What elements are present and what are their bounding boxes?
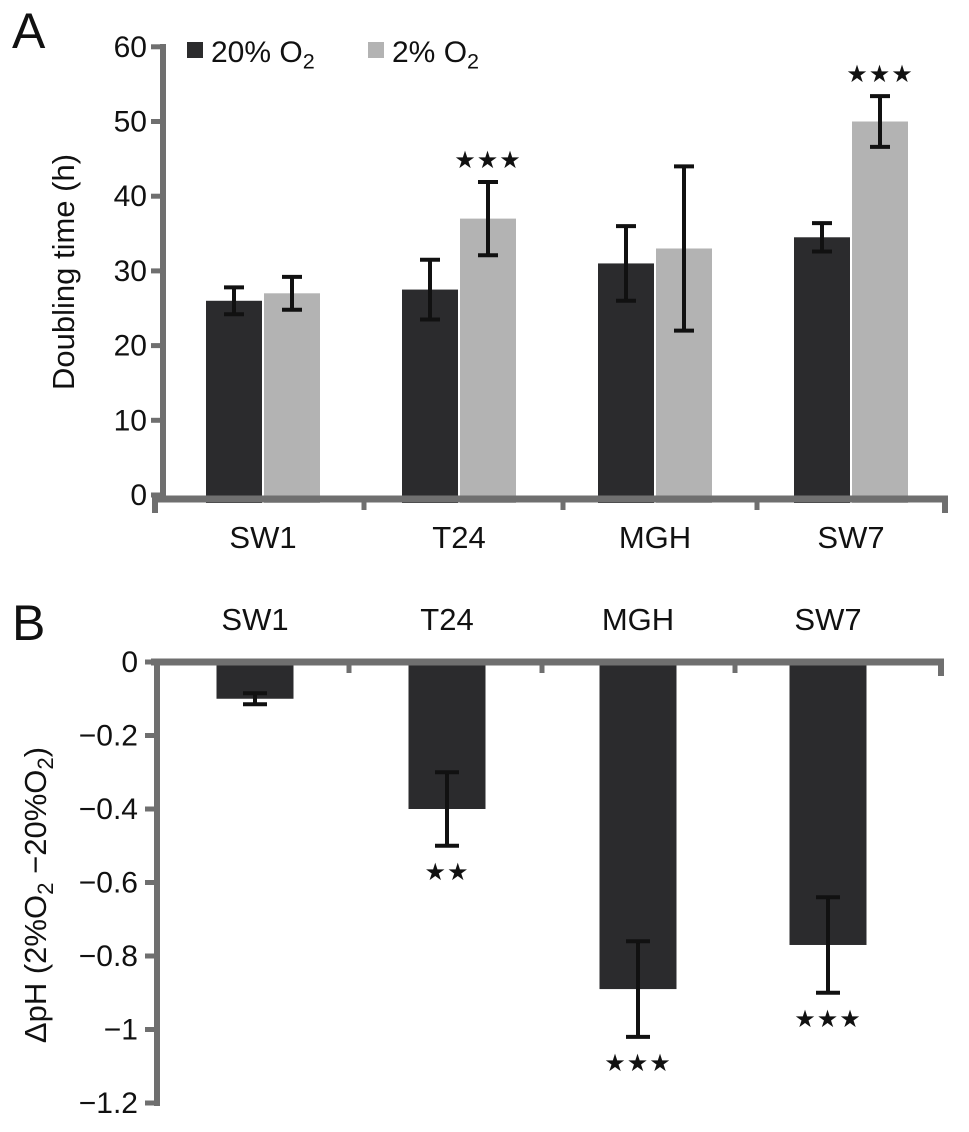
error-bar-mgh-20-o2 bbox=[616, 224, 636, 303]
error-bar-t24-2-o2 bbox=[478, 180, 498, 258]
y-tick-label-0-2: −0.2 bbox=[79, 720, 138, 753]
error-bar-sw7-2-o2 bbox=[870, 94, 890, 149]
error-bar-sw7-20-o2 bbox=[812, 221, 832, 254]
category-label-t24: T24 bbox=[432, 520, 485, 555]
legend-swatch-2-o2 bbox=[368, 42, 384, 58]
significance-t24-delta-ph: ★★ bbox=[424, 859, 469, 886]
y-axis-title: Doubling time (h) bbox=[46, 154, 81, 390]
category-label-sw7: SW7 bbox=[817, 520, 884, 555]
bar-sw1-20-o2 bbox=[206, 300, 262, 503]
y-axis-title: ΔpH (2%O2 −20%O2) bbox=[18, 747, 58, 1043]
category-label-mgh: MGH bbox=[602, 602, 674, 637]
category-label-sw7: SW7 bbox=[794, 602, 861, 637]
panel-a-chart: ★★★ ★★★ 0 10 20 30 40 50 60 SW1 T24 MGH SW7 Doubling … bbox=[46, 31, 948, 555]
y-tick-label-10: 10 bbox=[114, 404, 147, 437]
bar-sw7-20-o2 bbox=[794, 237, 850, 503]
legend-label-2-o2: 2% O2 bbox=[392, 36, 479, 74]
significance-sw7-2-o2: ★★★ bbox=[846, 61, 914, 88]
category-label-sw1: SW1 bbox=[229, 520, 296, 555]
axes bbox=[151, 44, 948, 513]
panel-b-label: B bbox=[12, 595, 46, 651]
legend-label-20-o2: 20% O2 bbox=[211, 36, 315, 74]
y-tick-label-30: 30 bbox=[114, 255, 147, 288]
significance-mgh-delta-ph: ★★★ bbox=[604, 1050, 672, 1077]
significance-t24-2-o2: ★★★ bbox=[454, 147, 522, 174]
error-bar-mgh-delta-ph bbox=[626, 939, 650, 1039]
axes bbox=[145, 658, 944, 1106]
y-tick-label-1-2: −1.2 bbox=[79, 1087, 138, 1120]
legend-swatch-20-o2 bbox=[187, 42, 203, 58]
bar-t24-2-o2 bbox=[460, 218, 516, 504]
y-tick-label-0-6: −0.6 bbox=[79, 867, 138, 900]
legend-item-2-o2: 2% O2 bbox=[368, 36, 479, 74]
error-bar-sw1-2-o2 bbox=[282, 274, 302, 312]
y-tick-label-1: −1 bbox=[104, 1014, 138, 1047]
error-bar-sw1-20-o2 bbox=[224, 285, 244, 317]
bar-mgh-delta-ph bbox=[599, 662, 677, 990]
y-tick-label-0-8: −0.8 bbox=[79, 940, 138, 973]
panel-a-label: A bbox=[12, 3, 46, 59]
y-tick-label-40: 40 bbox=[114, 180, 147, 213]
y-tick-label-0: 0 bbox=[121, 646, 138, 679]
y-tick-label-0: 0 bbox=[130, 479, 147, 512]
y-tick-label-0-4: −0.4 bbox=[79, 793, 138, 826]
error-bar-sw1-delta-ph bbox=[243, 691, 267, 707]
y-tick-label-20: 20 bbox=[114, 330, 147, 363]
bar-t24-20-o2 bbox=[402, 289, 458, 503]
legend-item-20-o2: 20% O2 bbox=[187, 36, 315, 74]
significance-sw7-delta-ph: ★★★ bbox=[794, 1006, 862, 1033]
bar-sw7-2-o2 bbox=[852, 121, 908, 503]
y-tick-label-50: 50 bbox=[114, 106, 147, 139]
bar-mgh-20-o2 bbox=[598, 263, 654, 503]
bar-sw1-2-o2 bbox=[264, 293, 320, 503]
error-bar-mgh-2-o2 bbox=[674, 164, 694, 333]
error-bar-t24-delta-ph bbox=[435, 770, 459, 848]
category-label-sw1: SW1 bbox=[221, 602, 288, 637]
error-bar-t24-20-o2 bbox=[420, 257, 440, 322]
error-bar-sw7-delta-ph bbox=[816, 895, 840, 995]
category-label-mgh: MGH bbox=[619, 520, 691, 555]
y-tick-label-60: 60 bbox=[114, 31, 147, 64]
category-label-t24: T24 bbox=[420, 602, 473, 637]
